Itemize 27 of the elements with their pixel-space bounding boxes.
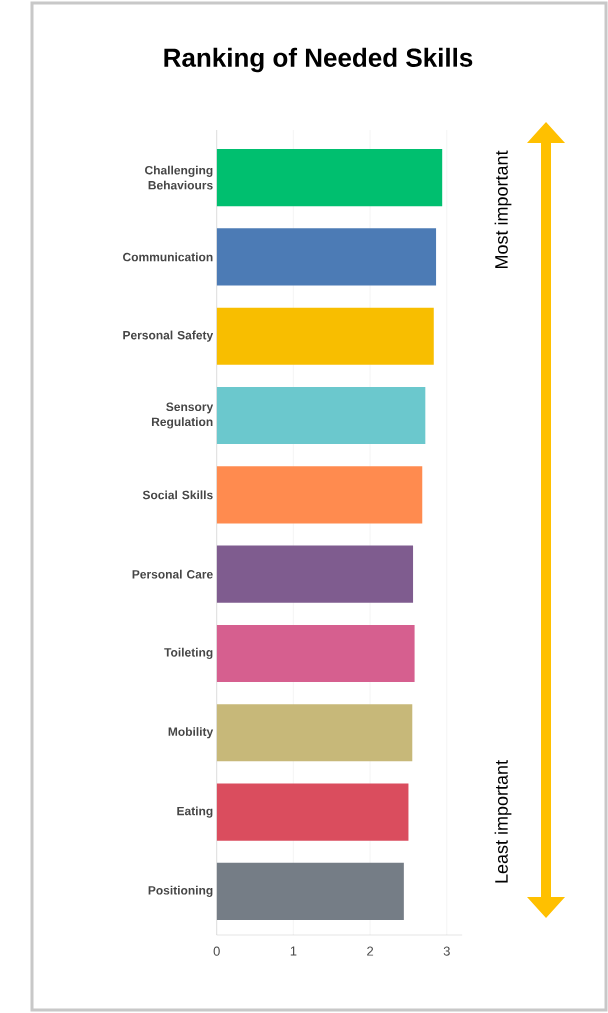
bar bbox=[216, 783, 409, 841]
bar bbox=[216, 624, 415, 682]
x-tick-label: 1 bbox=[290, 946, 297, 956]
y-tick-label: Personal Safety bbox=[123, 330, 214, 342]
y-tick-label: Personal Care bbox=[132, 569, 213, 579]
y-tick-label: Mobility bbox=[168, 727, 214, 739]
bar bbox=[216, 545, 414, 603]
x-tick-label: 2 bbox=[367, 946, 374, 956]
chart-title: Ranking of Needed Skills bbox=[164, 47, 473, 73]
bar bbox=[216, 307, 434, 365]
bar bbox=[216, 228, 437, 286]
y-tick-label: Communication bbox=[123, 252, 213, 262]
bar bbox=[216, 704, 413, 762]
y-tick-label: Eating bbox=[177, 806, 213, 818]
y-tick-label: Positioning bbox=[148, 885, 213, 898]
y-tick-label: Sensory Regulation bbox=[151, 402, 214, 429]
text: Least important bbox=[494, 760, 512, 883]
y-tick-label: Social Skills bbox=[142, 490, 213, 500]
y-tick-label: Challenging Behaviours bbox=[145, 165, 213, 190]
x-tick-label: 3 bbox=[443, 946, 450, 956]
bar bbox=[216, 386, 426, 445]
bar bbox=[216, 149, 443, 207]
x-tick-label: 0 bbox=[213, 946, 220, 956]
bar bbox=[216, 862, 404, 920]
text: Most important bbox=[494, 150, 512, 269]
bar bbox=[216, 466, 423, 524]
y-tick-label: Toileting bbox=[164, 647, 213, 660]
